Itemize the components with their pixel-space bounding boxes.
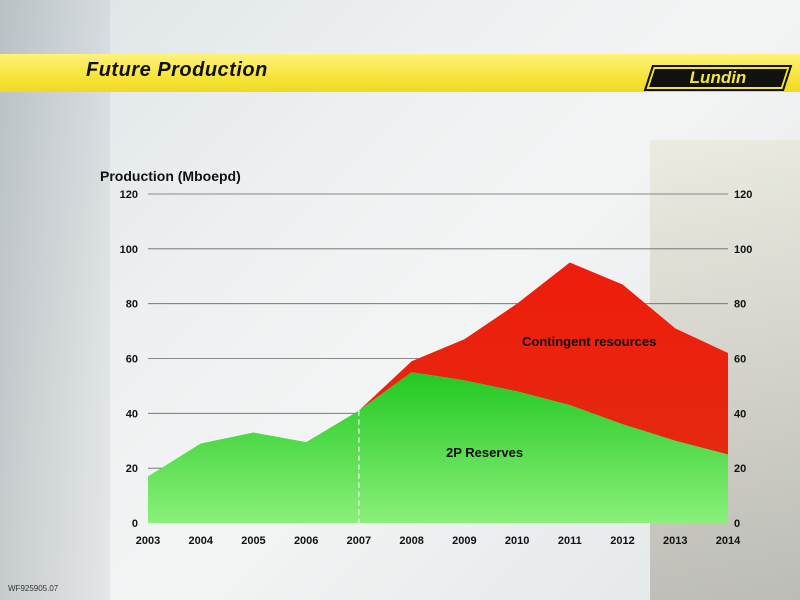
area-2p-reserves [148, 372, 728, 523]
x-tick-2013: 2013 [663, 535, 687, 547]
y-tick-left-60: 60 [126, 354, 138, 366]
y-tick-left-20: 20 [126, 463, 138, 475]
slide-title: Future Production [86, 59, 268, 81]
area-contingent-resources [148, 262, 728, 477]
x-tick-2003: 2003 [136, 535, 160, 547]
y-tick-right-100: 100 [734, 244, 752, 256]
y-tick-left-80: 80 [126, 299, 138, 311]
y-axis-label: Production (Mboepd) [100, 168, 241, 184]
x-tick-2007: 2007 [347, 535, 371, 547]
x-tick-2010: 2010 [505, 535, 529, 547]
x-tick-2005: 2005 [241, 535, 265, 547]
y-tick-right-80: 80 [734, 299, 746, 311]
y-tick-left-100: 100 [120, 244, 138, 256]
y-tick-right-60: 60 [734, 354, 746, 366]
area-layer [148, 262, 728, 523]
x-tick-2009: 2009 [452, 535, 476, 547]
footer-code: WF925905.07 [8, 584, 59, 593]
series-label-contingent: Contingent resources [522, 334, 656, 349]
x-tick-2014: 2014 [716, 535, 741, 547]
x-tick-2012: 2012 [610, 535, 634, 547]
y-tick-left-0: 0 [132, 518, 138, 530]
x-tick-2006: 2006 [294, 535, 318, 547]
y-tick-left-40: 40 [126, 408, 138, 420]
y-tick-left-120: 120 [120, 189, 138, 201]
x-tick-2004: 2004 [188, 535, 213, 547]
x-tick-2008: 2008 [399, 535, 423, 547]
series-label-2p-reserves: 2P Reserves [446, 445, 523, 460]
tick-layer: 0 0 20 20 40 40 60 60 80 80 100 100 120 120 2003 2004 20… [120, 189, 753, 547]
y-tick-right-20: 20 [734, 463, 746, 475]
y-tick-right-120: 120 [734, 189, 752, 201]
x-tick-2011: 2011 [558, 535, 582, 547]
y-tick-right-0: 0 [734, 518, 740, 530]
y-tick-right-40: 40 [734, 408, 746, 420]
background-drill-tower [0, 0, 110, 600]
